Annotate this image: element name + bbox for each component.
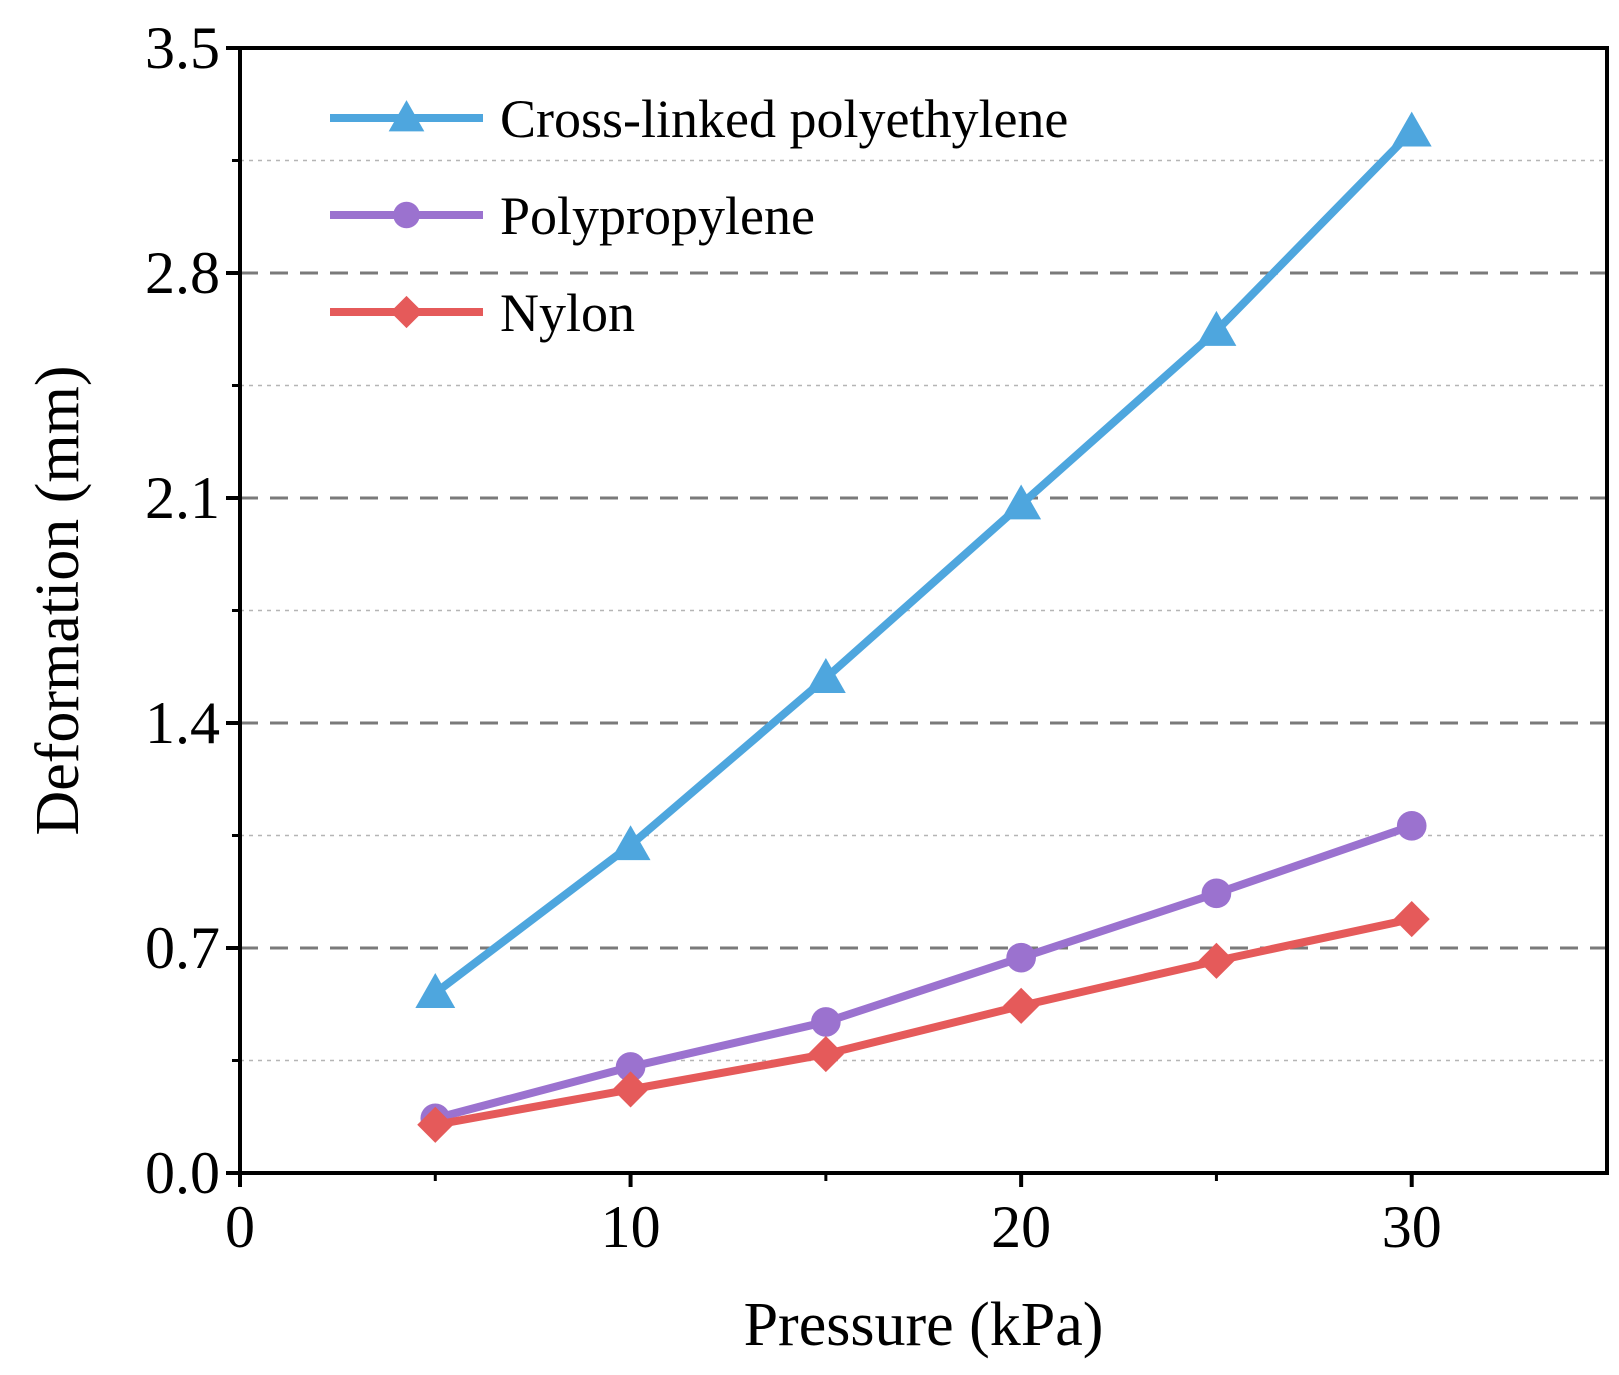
series-line — [434, 915, 1413, 1129]
y-tick-label: 1.4 — [145, 690, 220, 756]
legend-label: Polypropylene — [500, 186, 815, 246]
legend-label: Nylon — [500, 283, 635, 343]
data-point — [1393, 901, 1430, 938]
series-polypropylene — [420, 811, 1427, 1134]
data-point — [1201, 878, 1232, 909]
legend-marker — [388, 100, 425, 132]
legend-item: Cross-linked polyethylene — [330, 89, 1068, 149]
x-tick-label: 30 — [1382, 1194, 1442, 1260]
data-point — [1391, 111, 1432, 147]
x-axis-title: Pressure (kPa) — [744, 1291, 1104, 1359]
y-tick-label: 0.0 — [145, 1140, 220, 1206]
y-tick-label: 2.1 — [145, 465, 220, 531]
data-point — [805, 658, 846, 693]
data-point — [1006, 942, 1036, 973]
y-axis-title: Deformation (mm) — [24, 365, 92, 835]
series-nylon — [417, 901, 1430, 1143]
series-line — [432, 128, 1415, 997]
x-tick-label: 10 — [601, 1194, 661, 1260]
data-point — [415, 973, 456, 1008]
data-point — [1196, 310, 1237, 346]
axis-ticks: 0.0 0.7 1.4 2.1 2.8 3.5 0 10 20 30 — [145, 15, 1442, 1260]
series-line — [434, 822, 1414, 1123]
y-tick-label: 3.5 — [145, 15, 220, 81]
series-cross-linked-polyethylene — [415, 111, 1432, 1008]
y-tick-label: 2.8 — [145, 240, 220, 306]
x-tick-label: 20 — [991, 1194, 1051, 1260]
data-point — [1003, 987, 1040, 1024]
legend-marker — [390, 295, 423, 329]
legend-item: Nylon — [330, 283, 635, 343]
data-point — [1198, 942, 1235, 979]
data-point — [610, 825, 651, 861]
grid-lines — [240, 159, 1607, 1062]
legend: Cross-linked polyethylene Polypropylene Ny… — [330, 89, 1068, 343]
legend-label: Cross-linked polyethylene — [500, 89, 1068, 149]
y-tick-label: 0.7 — [145, 915, 220, 981]
x-tick-label: 0 — [225, 1194, 255, 1260]
legend-item: Polypropylene — [330, 186, 815, 246]
data-point — [417, 1106, 454, 1143]
data-point — [811, 1007, 841, 1037]
data-point — [615, 1052, 646, 1082]
data-point — [612, 1071, 649, 1108]
data-point — [1001, 484, 1042, 520]
legend-marker — [393, 201, 420, 229]
series-layer — [415, 111, 1432, 1143]
data-point — [1396, 811, 1427, 841]
data-point — [807, 1036, 844, 1073]
